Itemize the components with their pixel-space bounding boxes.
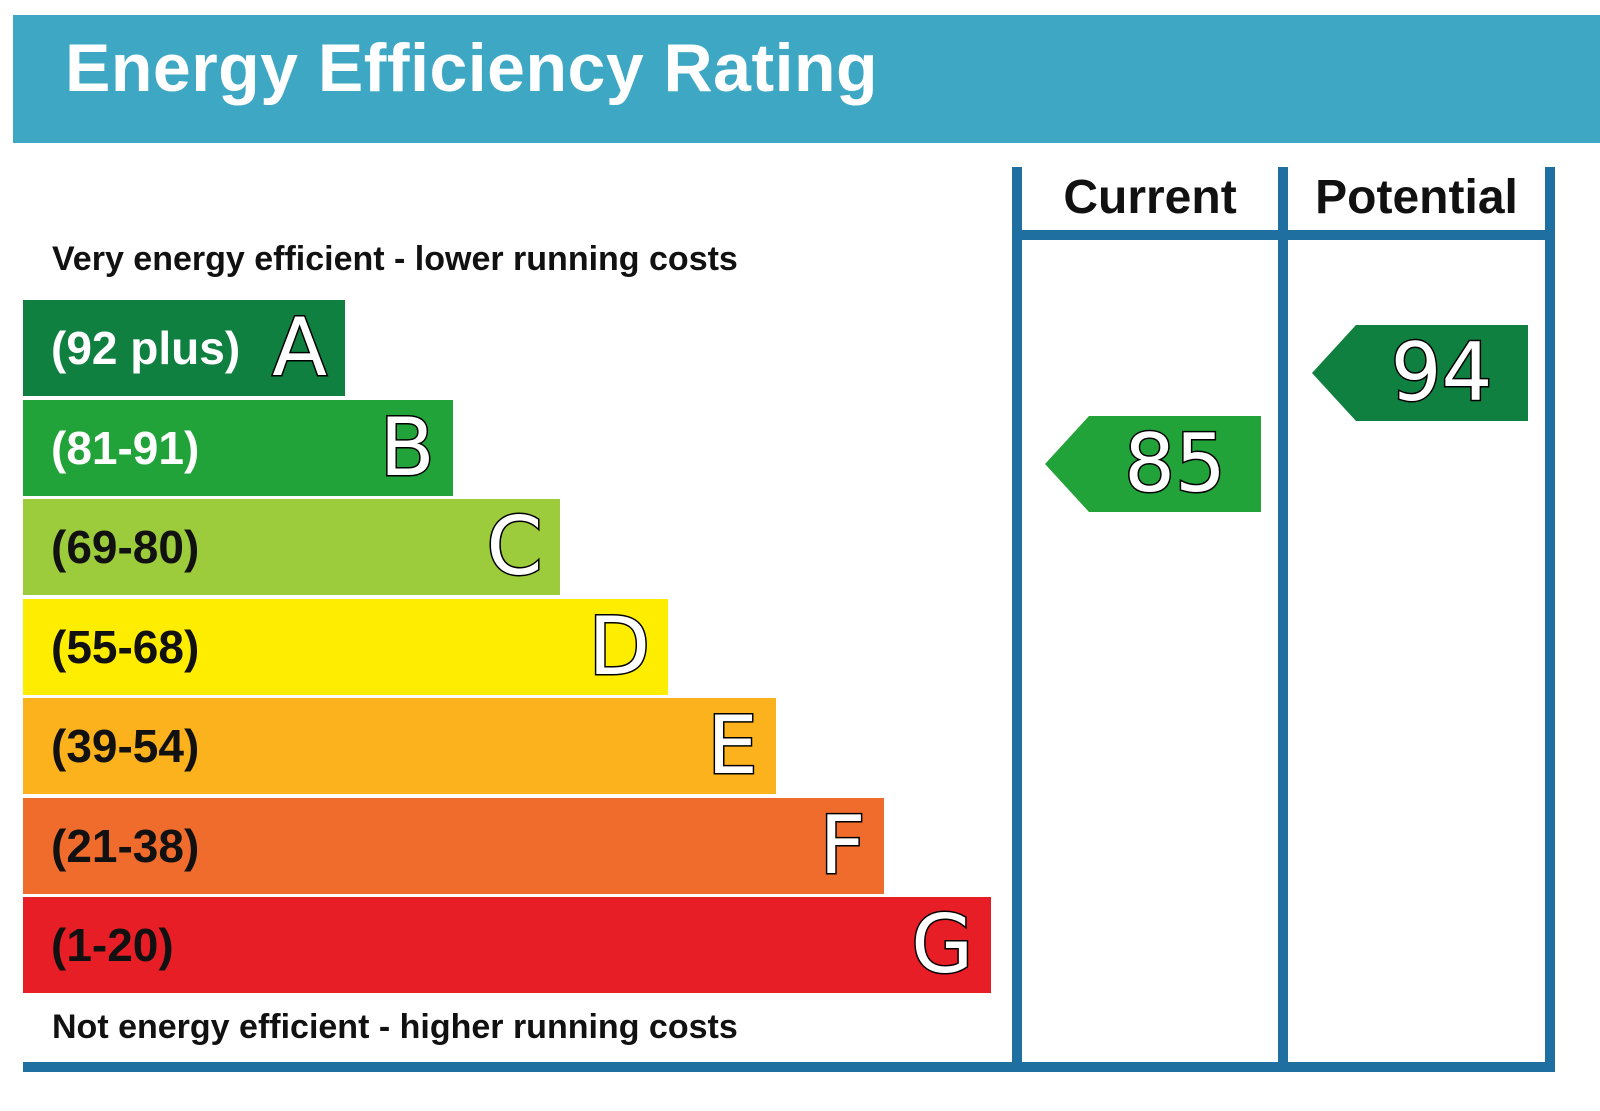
band-range-label: (69-80) xyxy=(51,521,200,573)
potential-rating-value: 94 xyxy=(1389,325,1494,421)
band-letter: C xyxy=(485,499,544,595)
band-range-label: (92 plus) xyxy=(51,322,241,374)
current-rating-value: 85 xyxy=(1123,415,1228,511)
band-letter: E xyxy=(706,698,760,794)
chart-bottom-rule xyxy=(23,1062,1555,1072)
band-letter: G xyxy=(910,897,975,993)
current-arrow-shape xyxy=(1045,415,1261,512)
column-divider-left xyxy=(1012,167,1022,1067)
rating-band-e: (39-54) E xyxy=(23,698,776,794)
band-range-label: (81-91) xyxy=(51,421,200,474)
rating-band-b: (81-91) B xyxy=(23,399,453,496)
potential-arrow-shape xyxy=(1311,325,1528,421)
efficient-caption: Very energy efficient - lower running co… xyxy=(52,240,738,278)
column-header-underline xyxy=(1012,230,1555,240)
band-letter: D xyxy=(587,598,652,694)
column-divider-right xyxy=(1545,167,1555,1067)
potential-rating-arrow: 94 xyxy=(1311,325,1528,421)
rating-band-f: (21-38) F xyxy=(23,797,884,894)
potential-column-header: Potential xyxy=(1315,171,1518,224)
band-range-label: (39-54) xyxy=(51,720,200,772)
current-column-header: Current xyxy=(1063,171,1237,224)
band-range-label: (1-20) xyxy=(51,919,174,971)
rating-band-c: (69-80) C xyxy=(23,499,561,595)
inefficient-caption: Not energy efficient - higher running co… xyxy=(52,1008,738,1046)
band-range-label: (55-68) xyxy=(51,620,200,673)
band-letter: A xyxy=(271,300,329,396)
rating-band-g: (1-20) G xyxy=(23,897,992,993)
current-rating-arrow: 85 xyxy=(1045,415,1261,512)
title-banner: Energy Efficiency Rating xyxy=(13,15,1600,143)
band-letter: B xyxy=(378,399,436,495)
band-letter: F xyxy=(818,797,867,893)
column-divider-middle xyxy=(1278,167,1288,1067)
rating-band-d: (55-68) D xyxy=(23,598,669,695)
chart-title: Energy Efficiency Rating xyxy=(65,30,879,106)
rating-band-a: (92 plus) A xyxy=(23,300,345,396)
band-range-label: (21-38) xyxy=(51,819,200,872)
